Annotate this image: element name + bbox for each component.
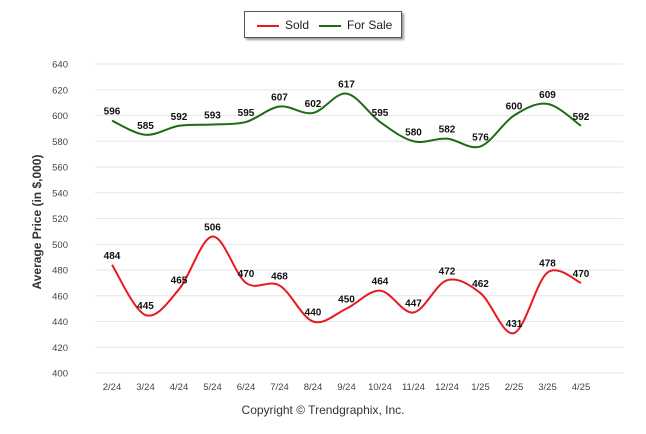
x-tick-label: 5/24 xyxy=(203,382,222,393)
sold-data-label: 506 xyxy=(204,223,221,234)
y-tick-label: 440 xyxy=(52,317,68,328)
x-tick-label: 4/24 xyxy=(170,382,189,393)
y-tick-label: 620 xyxy=(52,85,68,96)
sold-data-label: 464 xyxy=(372,277,389,288)
copyright-footer: Copyright © Trendgraphix, Inc. xyxy=(241,403,405,417)
for-sale-data-label: 600 xyxy=(506,102,523,113)
y-tick-label: 460 xyxy=(52,291,68,302)
for-sale-data-label: 585 xyxy=(137,121,154,132)
x-tick-label: 3/24 xyxy=(136,382,155,393)
sold-legend-swatch xyxy=(257,25,279,27)
for-sale-data-label: 602 xyxy=(305,99,322,110)
for-sale-data-label: 617 xyxy=(338,80,355,91)
y-tick-label: 400 xyxy=(52,369,68,380)
for-sale-data-label: 582 xyxy=(439,125,456,136)
x-tick-label: 12/24 xyxy=(435,382,459,393)
for-sale-data-label: 592 xyxy=(171,112,188,123)
for-sale-data-label: 596 xyxy=(104,107,121,118)
sold-data-label: 447 xyxy=(405,298,422,309)
sold-data-label: 440 xyxy=(305,308,322,319)
y-tick-label: 540 xyxy=(52,188,68,199)
sold-data-label: 472 xyxy=(439,266,456,277)
legend: Sold For Sale xyxy=(244,11,402,38)
x-tick-label: 10/24 xyxy=(368,382,392,393)
for-sale-data-label: 607 xyxy=(271,92,288,103)
y-tick-label: 500 xyxy=(52,240,68,251)
sold-legend-label: Sold xyxy=(285,18,310,32)
x-tick-label: 3/25 xyxy=(538,382,557,393)
x-tick-label: 8/24 xyxy=(304,382,323,393)
sold-data-label: 450 xyxy=(338,295,355,306)
sold-data-label: 484 xyxy=(104,251,121,262)
x-tick-label: 6/24 xyxy=(237,382,256,393)
x-tick-label: 1/25 xyxy=(471,382,490,393)
y-tick-label: 420 xyxy=(52,343,68,354)
y-tick-label: 640 xyxy=(52,60,68,71)
for-sale-data-label: 595 xyxy=(238,108,255,119)
sold-data-label: 478 xyxy=(539,259,556,270)
x-tick-label: 2/24 xyxy=(103,382,122,393)
for-sale-data-label: 609 xyxy=(539,90,556,101)
sold-data-label: 445 xyxy=(137,301,154,312)
x-tick-label: 7/24 xyxy=(270,382,289,393)
sold-data-label: 470 xyxy=(238,269,255,280)
y-tick-label: 600 xyxy=(52,111,68,122)
x-tick-label: 4/25 xyxy=(572,382,591,393)
y-tick-label: 480 xyxy=(52,266,68,277)
for-sale-data-label: 593 xyxy=(204,111,221,122)
sold-data-label: 468 xyxy=(271,271,288,282)
for-sale-data-label: 595 xyxy=(372,108,389,119)
x-tick-label: 9/24 xyxy=(337,382,356,393)
sold-data-label: 465 xyxy=(171,275,188,286)
for-sale-series-line xyxy=(111,92,582,149)
for-sale-data-label: 576 xyxy=(472,132,489,143)
sold-data-label: 431 xyxy=(506,319,523,330)
y-tick-label: 580 xyxy=(52,137,68,148)
sold-data-label: 462 xyxy=(472,279,489,290)
x-tick-label: 11/24 xyxy=(402,382,425,393)
y-axis-label: Average Price (in $,000) xyxy=(30,154,44,290)
y-tick-label: 520 xyxy=(52,214,68,225)
y-tick-label: 560 xyxy=(52,163,68,174)
for-sale-data-label: 592 xyxy=(573,112,590,123)
sold-data-label: 470 xyxy=(573,269,590,280)
for-sale-legend-label: For Sale xyxy=(347,18,393,32)
for-sale-legend-swatch xyxy=(319,25,341,27)
sold-series-line xyxy=(111,235,582,335)
for-sale-data-label: 580 xyxy=(405,127,422,138)
x-tick-label: 2/25 xyxy=(505,382,524,393)
